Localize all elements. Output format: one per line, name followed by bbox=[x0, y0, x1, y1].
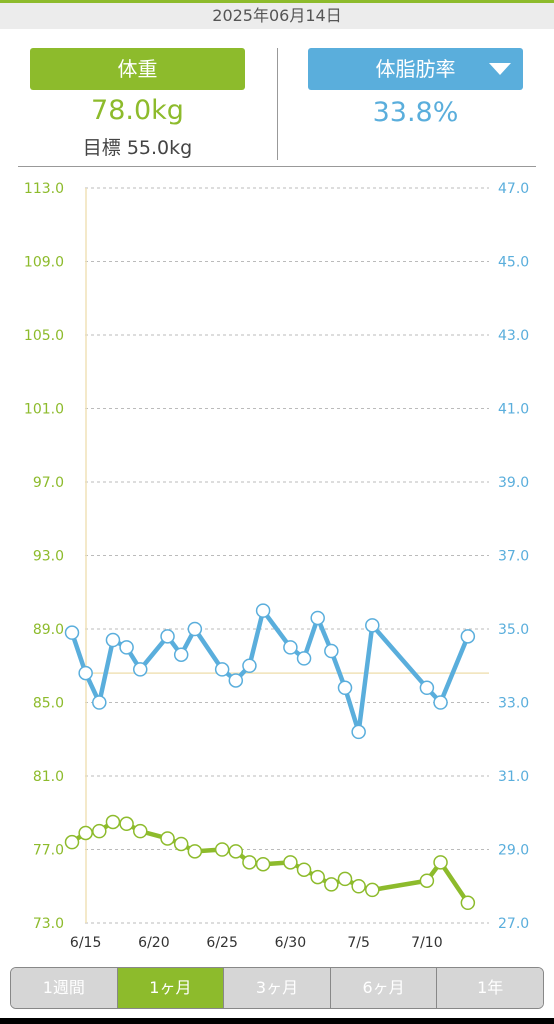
y-tick-left: 109.0 bbox=[24, 255, 64, 271]
y-tick-right: 41.0 bbox=[498, 402, 529, 418]
x-tick-label: 6/25 bbox=[206, 935, 237, 951]
weight-point bbox=[173, 836, 189, 852]
weight-fat-chart: 113.0 47.0 109.0 45.0 105.0 43.0 101.0 41.0 97.0… bbox=[24, 181, 529, 951]
y-tick-right: 43.0 bbox=[498, 328, 529, 344]
x-tick-label: 6/15 bbox=[70, 935, 101, 951]
y-tick-left: 97.0 bbox=[33, 475, 64, 491]
goal-weight: 目標 55.0kg bbox=[82, 137, 193, 159]
y-tick-right: 29.0 bbox=[498, 843, 529, 859]
y-tick-left: 77.0 bbox=[33, 843, 64, 859]
weight-point bbox=[351, 879, 366, 894]
body-fat-value: 33.8% bbox=[372, 97, 459, 128]
fat-point bbox=[433, 695, 448, 710]
weight-point bbox=[187, 844, 203, 859]
y-tick-right: 45.0 bbox=[498, 255, 529, 271]
weight-point bbox=[296, 862, 312, 877]
x-tick-label: 7/5 bbox=[347, 935, 370, 951]
tab-1-month[interactable]: 1ヶ月 bbox=[117, 968, 225, 1008]
x-tick-label: 6/30 bbox=[275, 935, 306, 951]
y-tick-right: 37.0 bbox=[498, 549, 529, 565]
y-tick-right: 27.0 bbox=[498, 916, 529, 932]
fat-point bbox=[119, 640, 134, 655]
y-tick-left: 81.0 bbox=[33, 769, 64, 785]
y-tick-left: 105.0 bbox=[24, 328, 64, 344]
weight-point bbox=[214, 842, 230, 857]
system-nav-bar bbox=[0, 1018, 554, 1024]
weight-value: 78.0kg bbox=[91, 95, 184, 126]
weight-point bbox=[283, 855, 298, 870]
weight-point bbox=[460, 895, 476, 911]
tab-1-week[interactable]: 1週間 bbox=[11, 968, 118, 1008]
y-tick-right: 33.0 bbox=[498, 696, 529, 712]
fat-point bbox=[255, 603, 271, 618]
fat-point bbox=[310, 610, 325, 626]
fat-point bbox=[419, 680, 435, 696]
metrics-divider bbox=[277, 48, 278, 160]
fat-series-line bbox=[69, 608, 470, 735]
weight-point bbox=[255, 856, 271, 872]
fat-point bbox=[160, 629, 175, 644]
y-tick-left: 85.0 bbox=[33, 696, 64, 712]
weight-point bbox=[92, 823, 107, 839]
y-tick-left: 73.0 bbox=[33, 916, 64, 932]
x-tick-label: 6/20 bbox=[138, 935, 169, 951]
fat-point bbox=[228, 673, 244, 688]
weight-point bbox=[78, 825, 93, 841]
body-fat-dropdown[interactable]: 体脂肪率 bbox=[308, 48, 523, 90]
weight-point bbox=[242, 855, 257, 870]
fat-point bbox=[78, 665, 93, 681]
fat-point bbox=[105, 632, 121, 648]
weight-point bbox=[160, 831, 175, 846]
weight-point bbox=[228, 844, 244, 859]
fat-point bbox=[296, 651, 312, 666]
fat-point bbox=[365, 618, 380, 633]
y-tick-left: 89.0 bbox=[33, 622, 64, 638]
weight-point bbox=[133, 823, 148, 839]
weight-point bbox=[64, 834, 80, 850]
fat-point bbox=[460, 629, 476, 644]
weight-point bbox=[324, 877, 339, 892]
weight-point bbox=[310, 869, 325, 885]
weight-point bbox=[419, 873, 435, 888]
weight-point bbox=[119, 816, 134, 832]
y-tick-right: 31.0 bbox=[498, 769, 529, 785]
y-tick-right: 35.0 bbox=[498, 622, 529, 638]
weight-point bbox=[337, 871, 353, 887]
weight-point bbox=[365, 882, 380, 898]
top-accent-line bbox=[0, 0, 554, 3]
weight-button[interactable]: 体重 bbox=[30, 48, 245, 90]
fat-point bbox=[64, 625, 80, 640]
weight-point bbox=[105, 814, 121, 830]
fat-point bbox=[214, 662, 230, 677]
fat-point bbox=[283, 640, 298, 655]
x-tick-label: 7/10 bbox=[411, 935, 442, 951]
weight-point bbox=[433, 855, 448, 870]
fat-point bbox=[187, 621, 203, 637]
tab-1-year[interactable]: 1年 bbox=[437, 968, 543, 1008]
header-divider bbox=[18, 166, 536, 167]
y-tick-right: 39.0 bbox=[498, 475, 529, 491]
y-tick-left: 113.0 bbox=[24, 181, 64, 197]
y-tick-left: 101.0 bbox=[24, 402, 64, 418]
fat-point bbox=[351, 724, 366, 740]
fat-point bbox=[337, 680, 353, 696]
date-header: 2025年06月14日 bbox=[0, 3, 554, 29]
fat-point bbox=[242, 658, 257, 673]
tab-3-months[interactable]: 3ヶ月 bbox=[224, 968, 331, 1008]
y-tick-right: 47.0 bbox=[498, 181, 529, 197]
fat-point bbox=[324, 643, 339, 659]
fat-point bbox=[133, 662, 148, 677]
y-tick-left: 93.0 bbox=[33, 549, 64, 565]
fat-point bbox=[173, 647, 189, 662]
tab-6-months[interactable]: 6ヶ月 bbox=[330, 968, 438, 1008]
fat-point bbox=[92, 695, 107, 710]
body-fat-label: 体脂肪率 bbox=[375, 57, 456, 81]
caret-down-icon bbox=[489, 63, 511, 75]
range-tabs: 1週間 1ヶ月 3ヶ月 6ヶ月 1年 bbox=[10, 967, 544, 1009]
